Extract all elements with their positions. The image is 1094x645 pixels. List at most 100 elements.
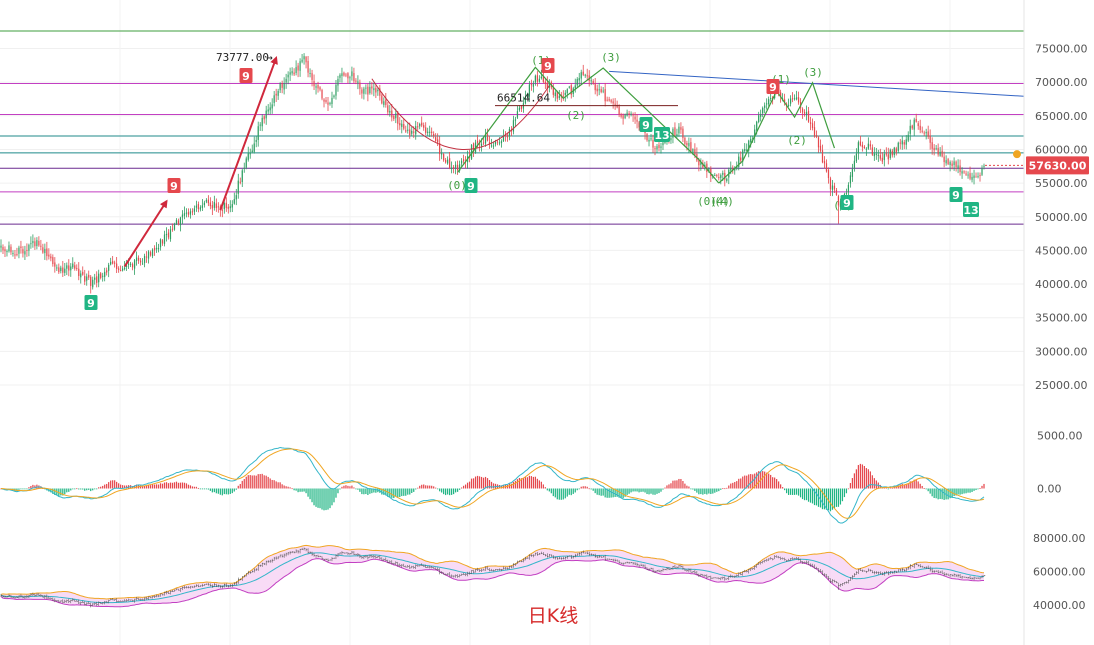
macd-histogram-bar [106,483,108,489]
trend-arrow [219,56,278,211]
macd-histogram-bar [197,487,200,489]
macd-histogram-bar [183,482,186,489]
candle-body [979,175,981,177]
candle-body [275,93,277,96]
candle-body [576,79,578,86]
macd-histogram-bar [847,488,850,490]
macd-histogram-bar [676,480,678,489]
macd-histogram-bar [530,476,532,489]
macd-histogram-bar [381,488,383,495]
macd-histogram-bar [744,475,746,489]
candle-body [891,150,893,156]
macd-histogram-bar [76,488,78,490]
macd-histogram-bar [566,488,568,497]
macd-histogram-bar [704,488,706,494]
macd-histogram-bar [393,488,395,499]
candle-body [133,260,136,269]
macd-histogram-bar [795,488,798,495]
macd-histogram-bar [329,488,331,509]
macd-histogram-bar [690,488,692,490]
candle-body [949,161,951,166]
trend-line [609,70,1025,97]
candle-body [927,131,929,137]
candle-body [756,121,758,131]
macd-histogram-bar [371,488,373,494]
candle-body [813,127,816,137]
candle-body [624,114,626,119]
candle-body [217,206,219,208]
candle-body [96,276,98,283]
macd-histogram-bar [600,488,602,496]
macd-histogram-bar [62,488,64,496]
macd-histogram-bar [169,482,172,489]
macd-histogram-bar [781,487,784,489]
candle-body [971,176,973,180]
macd-histogram-bar [435,487,437,489]
candle-body [708,168,710,172]
candle-body [425,127,427,133]
candle-body [470,145,473,159]
macd-histogram-bar [464,484,467,489]
candle-body [435,137,437,141]
candle-body [82,271,84,275]
macd-histogram-bar [297,488,299,493]
badge-background [949,187,963,202]
macd-histogram-bar [407,488,409,495]
candle-body [28,244,30,251]
candle-body [74,265,76,269]
macd-histogram-bar [359,488,361,492]
macd-histogram-bar [321,488,323,510]
candle-body [269,107,271,111]
candle-body [157,247,160,250]
candle-body [411,130,413,134]
macd-histogram-bar [486,478,489,489]
macd-histogram-bar [68,488,70,492]
wave-label: (3) [601,51,621,64]
macd-histogram-bar [837,488,840,507]
macd-histogram-bar [375,488,377,493]
macd-histogram-bar [283,485,285,489]
candle-body [102,275,104,277]
rounding-bottom-arc [371,78,550,150]
macd-histogram-bar [98,487,100,489]
macd-histogram-bar [817,488,820,507]
macd-histogram-bar [981,485,983,489]
macd-histogram-bar [490,481,493,489]
macd-histogram-bar [472,478,475,489]
candle-body [526,95,529,97]
macd-histogram-bar [78,488,80,490]
macd-histogram-bar [710,488,712,494]
candle-body [500,141,503,144]
macd-histogram-bar [895,486,897,489]
candle-body [48,254,50,257]
macd-histogram-bar [405,488,407,496]
candle-body [582,71,584,75]
macd-histogram-bar [86,488,88,491]
candle-body [787,104,790,106]
macd-histogram-bar [624,488,626,497]
candle-body [678,126,680,134]
wave-label: (0) [697,195,717,208]
wave-label: (0) [447,179,467,192]
candle-body [716,175,718,177]
candle-body [94,277,96,280]
macd-histogram-bar [821,488,824,510]
candle-body [367,86,369,95]
candle-body [261,117,263,127]
candle-body [319,87,321,90]
candle-body [574,85,576,89]
candle-body [453,166,455,168]
badge-background [84,295,98,310]
candle-body [901,140,903,145]
candle-body [490,145,493,147]
candle-body [676,134,678,136]
macd-histogram-bar [335,488,337,498]
macd-histogram-bar [311,488,313,503]
candle-body [379,88,381,96]
elliott-wave-line [718,81,836,184]
candle-body [861,144,863,148]
macd-histogram-bar [441,488,443,493]
macd-histogram-bar [108,482,110,489]
macd-histogram-bar [90,488,92,492]
